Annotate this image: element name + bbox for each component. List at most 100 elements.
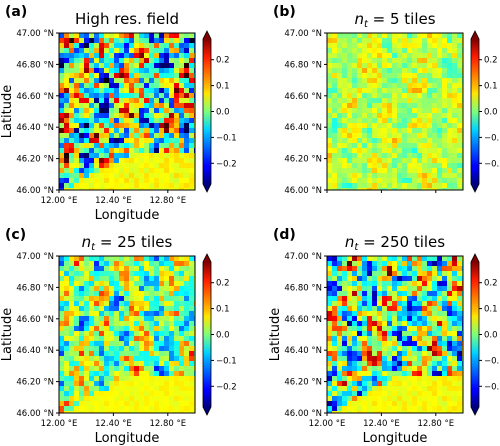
heatmap-cell <box>114 38 119 43</box>
heatmap-cell <box>427 48 432 53</box>
heatmap-cell <box>79 366 84 371</box>
heatmap-cell <box>362 73 367 78</box>
title-text: = 5 tiles <box>368 10 436 28</box>
heatmap-cell <box>139 153 144 158</box>
heatmap-cell <box>367 143 372 148</box>
heatmap-cell <box>447 311 452 316</box>
heatmap-cell <box>159 301 164 306</box>
heatmap-cell <box>417 83 422 88</box>
heatmap-cell <box>362 281 367 286</box>
heatmap-cell <box>432 406 437 411</box>
heatmap-cell <box>179 73 184 78</box>
heatmap-cell <box>124 376 129 381</box>
heatmap-cell <box>109 316 114 321</box>
heatmap-cell <box>159 256 164 261</box>
heatmap-cell <box>59 53 64 58</box>
heatmap-cell <box>94 108 99 113</box>
heatmap-cell <box>382 73 387 78</box>
heatmap-cell <box>372 381 377 386</box>
x-tick-label: 12.00 °E <box>309 419 346 429</box>
heatmap-cell <box>427 158 432 163</box>
heatmap-cell <box>427 53 432 58</box>
heatmap-cell <box>407 183 412 188</box>
heatmap-cell <box>79 371 84 376</box>
heatmap-cell <box>432 401 437 406</box>
heatmap-cell <box>432 316 437 321</box>
heatmap-cell <box>442 163 447 168</box>
heatmap-cell <box>134 326 139 331</box>
heatmap-cell <box>342 128 347 133</box>
heatmap-cell <box>64 98 69 103</box>
heatmap-cell <box>84 301 89 306</box>
heatmap-cell <box>174 88 179 93</box>
heatmap-cell <box>159 53 164 58</box>
heatmap-cell <box>347 321 352 326</box>
heatmap-cell <box>412 138 417 143</box>
heatmap-cell <box>422 33 427 38</box>
heatmap-cell <box>169 281 174 286</box>
heatmap-cell <box>447 356 452 361</box>
heatmap-cell <box>332 286 337 291</box>
heatmap-cell <box>327 321 332 326</box>
heatmap-cell <box>89 321 94 326</box>
heatmap-cell <box>104 133 109 138</box>
heatmap-cell <box>392 361 397 366</box>
heatmap-cell <box>362 178 367 183</box>
heatmap-cell <box>189 58 194 63</box>
heatmap-cell <box>104 276 109 281</box>
heatmap-cell <box>407 173 412 178</box>
heatmap-cell <box>377 296 382 301</box>
heatmap-cell <box>139 381 144 386</box>
heatmap-cell <box>332 396 337 401</box>
heatmap-cell <box>452 153 457 158</box>
heatmap-cell <box>174 133 179 138</box>
heatmap-cell <box>402 48 407 53</box>
heatmap-cell <box>59 281 64 286</box>
heatmap-cell <box>149 291 154 296</box>
heatmap-cell <box>94 63 99 68</box>
heatmap-cell <box>377 118 382 123</box>
heatmap-cell <box>332 53 337 58</box>
heatmap-cell <box>149 261 154 266</box>
heatmap-cell <box>382 128 387 133</box>
heatmap-cell <box>134 43 139 48</box>
heatmap-cell <box>412 331 417 336</box>
heatmap-cell <box>332 158 337 163</box>
heatmap-cell <box>457 351 462 356</box>
heatmap-cell <box>437 256 442 261</box>
heatmap-cell <box>357 261 362 266</box>
heatmap-cell <box>377 321 382 326</box>
heatmap-cell <box>94 286 99 291</box>
heatmap-cell <box>357 281 362 286</box>
heatmap-cell <box>457 93 462 98</box>
heatmap-cell <box>64 356 69 361</box>
heatmap-cell <box>392 78 397 83</box>
heatmap-cell <box>357 256 362 261</box>
heatmap-cell <box>407 103 412 108</box>
heatmap-cell <box>362 183 367 188</box>
title-variable: n <box>345 233 355 251</box>
heatmap-cell <box>332 366 337 371</box>
heatmap-cell <box>84 188 89 190</box>
heatmap-cell <box>154 53 159 58</box>
heatmap-cell <box>452 406 457 411</box>
heatmap-cell <box>347 326 352 331</box>
heatmap-cell <box>437 346 442 351</box>
title-text: = 250 tiles <box>358 233 445 251</box>
heatmap-cell <box>347 291 352 296</box>
heatmap-cell <box>119 386 124 391</box>
heatmap-cell <box>457 183 462 188</box>
heatmap-cell <box>169 351 174 356</box>
heatmap-cell <box>327 148 332 153</box>
heatmap-cell <box>174 123 179 128</box>
heatmap-cell <box>134 48 139 53</box>
heatmap-cell <box>164 158 169 163</box>
heatmap-cell <box>144 411 149 413</box>
heatmap-cell <box>392 158 397 163</box>
colorbar-tick-label: 0.0 <box>216 331 230 341</box>
heatmap-cell <box>89 261 94 266</box>
heatmap-cell <box>129 143 134 148</box>
heatmap-cell <box>169 396 174 401</box>
heatmap-cell <box>179 53 184 58</box>
heatmap-cell <box>452 143 457 148</box>
